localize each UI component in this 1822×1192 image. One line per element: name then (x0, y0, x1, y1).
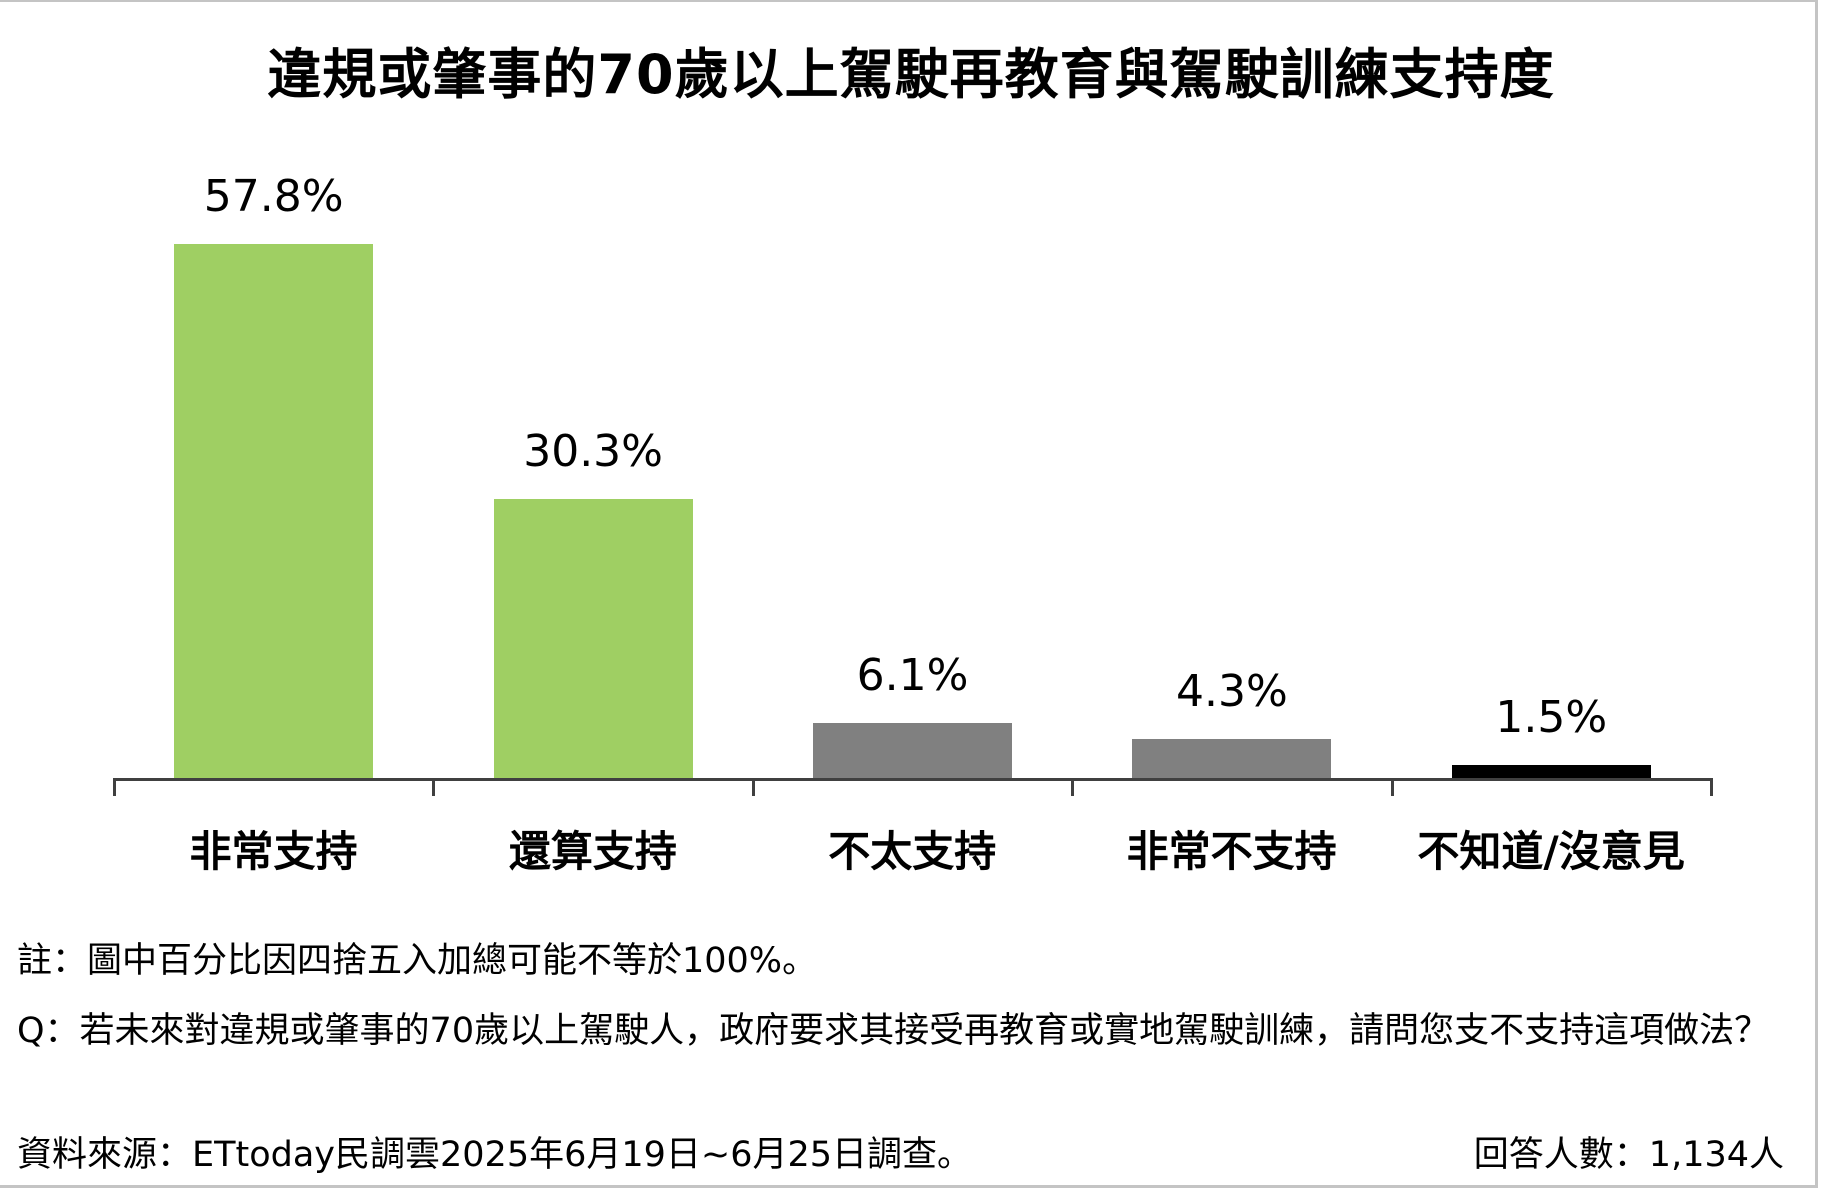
x-axis-tick (1710, 778, 1713, 796)
x-axis-tick (1390, 778, 1394, 796)
value-label: 6.1% (856, 650, 969, 701)
data-source: 資料來源：ETtoday民調雲2025年6月19日~6月25日調查。 (17, 1135, 973, 1175)
category-label: 非常不支持 (1126, 827, 1337, 876)
bar-no-opinion (1451, 765, 1651, 779)
respondent-count: 回答人數：1,134人 (1473, 1135, 1784, 1175)
x-axis-tick (113, 778, 116, 796)
x-axis-tick (1071, 778, 1075, 796)
bar-very-unsupportive (1132, 739, 1332, 779)
survey-question: Q：若未來對違規或肇事的70歲以上駕駛人，政府要求其接受再教育或實地駕駛訓練，請… (17, 1011, 1770, 1051)
value-label: 4.3% (1175, 666, 1288, 717)
category-label: 不太支持 (828, 827, 997, 876)
category-label: 不知道/沒意見 (1417, 827, 1685, 876)
value-label: 30.3% (523, 426, 663, 477)
chart-title: 違規或肇事的70歲以上駕駛再教育與駕駛訓練支持度 (267, 43, 1555, 106)
bar-fairly-supportive (493, 499, 693, 779)
x-axis-line (113, 778, 1713, 781)
footnote-rounding: 註：圖中百分比因四捨五入加總可能不等於100%。 (17, 941, 818, 981)
x-axis-tick (432, 778, 436, 796)
bar-not-very-supportive (813, 723, 1012, 779)
bar-very-supportive (174, 244, 374, 779)
plot-area: 57.8% 30.3% 6.1% 4.3% 1.5% 非常支持 還算支持 不太支… (113, 171, 1713, 876)
category-label: 非常支持 (189, 827, 358, 876)
x-axis-tick (751, 778, 755, 796)
category-label: 還算支持 (508, 827, 677, 876)
value-label: 57.8% (203, 171, 344, 222)
value-label: 1.5% (1495, 692, 1608, 743)
